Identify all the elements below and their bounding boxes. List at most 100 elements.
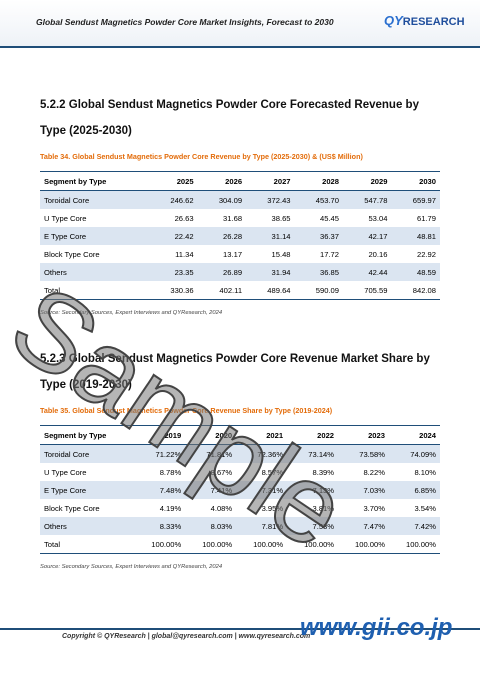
table-cell: E Type Core — [40, 481, 135, 499]
table-cell: 74.09% — [388, 444, 440, 463]
data-table: Segment by Type 2019 2020 2021 2022 2023 2024 T… — [40, 425, 440, 554]
table-cell: 31.14 — [246, 227, 295, 245]
table-row: Block Type Core 4.19% 4.08% 3.95% 3.81% 3.70%… — [40, 499, 440, 517]
table-cell: 7.41% — [185, 481, 237, 499]
table-row: E Type Core 22.42 26.28 31.14 36.37 42.17 48.8… — [40, 227, 440, 245]
table-cell: 31.94 — [246, 263, 295, 281]
table-cell: 20.16 — [368, 249, 388, 259]
column-header: 2024 — [388, 425, 440, 445]
table-cell: Toroidal Core — [40, 444, 135, 463]
table-cell: 36.85 — [294, 263, 343, 281]
table-row: Others 8.33% 8.03% 7.81% 7.53% 7.47% 7.42% — [40, 517, 440, 535]
table-cell: 31.68 — [223, 213, 243, 223]
table-cell: 453.70 — [294, 190, 343, 209]
source-note: Source: Secondary Sources, Expert Interv… — [40, 310, 223, 316]
table-cell: 330.36 — [149, 281, 198, 300]
table-cell: 71.22% — [134, 444, 186, 463]
column-header: 2028 — [294, 171, 343, 191]
table-cell: 489.64 — [246, 281, 295, 300]
table-cell: 372.43 — [246, 190, 295, 209]
table-cell: 7.53% — [287, 517, 339, 535]
table-cell: 4.08% — [210, 503, 233, 513]
table-cell: 304.09 — [197, 190, 247, 209]
table-row: Block Type Core 11.34 13.17 15.48 17.72 20.16… — [40, 245, 440, 263]
table-row: E Type Core 7.48% 7.41% 7.31% 7.13% 7.03% 6.85… — [40, 481, 440, 499]
table-cell: 8.57% — [261, 467, 284, 477]
table-cell: 11.34 — [175, 249, 194, 259]
table-cell: 7.48% — [134, 481, 186, 499]
source-note: Source: Secondary Sources, Expert Interv… — [40, 564, 223, 570]
logo: QYRESEARCH — [384, 13, 465, 28]
table-cell: 705.59 — [343, 281, 392, 300]
column-header: 2023 — [338, 425, 389, 445]
table-row: Toroidal Core 246.62 304.09 372.43 453.70 547… — [40, 190, 440, 209]
table-cell: 72.36% — [236, 444, 288, 463]
table-cell: 6.85% — [388, 481, 440, 499]
table-cell: 26.89 — [197, 263, 247, 281]
table-caption: Table 35. Global Sendust Magnetics Powde… — [40, 406, 333, 415]
table-cell: 100.00% — [134, 535, 186, 554]
section-heading: Type (2019-2030) — [40, 379, 132, 391]
table-cell: E Type Core — [40, 227, 150, 245]
table-cell: 100.00% — [236, 535, 288, 554]
table-cell: Total — [40, 535, 135, 554]
table-cell: Others — [40, 517, 135, 535]
table-cell: 8.39% — [312, 467, 335, 477]
header-row: Segment by Type 2025 2026 2027 2028 2029 2030 — [40, 171, 440, 191]
table-cell: Total — [40, 281, 150, 300]
table-cell: 659.97 — [391, 190, 440, 209]
table-cell: 7.31% — [236, 481, 288, 499]
table-cell: 7.81% — [236, 517, 288, 535]
section-heading: 5.2.2 Global Sendust Magnetics Powder Co… — [40, 99, 419, 111]
table-cell: 3.81% — [312, 503, 335, 513]
logo-research: RESEARCH — [402, 16, 465, 28]
table-cell: 100.00% — [185, 535, 237, 554]
table-cell: 17.72 — [319, 249, 339, 259]
column-header: 2022 — [287, 425, 339, 445]
table-cell: 590.09 — [294, 281, 343, 300]
table-cell: 26.63 — [174, 213, 194, 223]
table-cell: 100.00% — [338, 535, 389, 554]
column-header: 2026 — [197, 171, 247, 191]
column-header: 2019 — [134, 425, 186, 445]
table-cell: 73.14% — [287, 444, 339, 463]
table-cell: 53.04 — [368, 213, 388, 223]
table-row: Total 330.36 402.11 489.64 590.09 705.59 842.0… — [40, 281, 440, 300]
header: Global Sendust Magnetics Powder Core Mar… — [0, 0, 480, 48]
table-cell: 8.22% — [363, 467, 385, 477]
table-cell: 8.67% — [210, 467, 233, 477]
table-cell: 842.08 — [391, 281, 440, 300]
data-table: Segment by Type 2025 2026 2027 2028 2029 2030 T… — [40, 171, 440, 300]
logo-qy: QY — [384, 13, 403, 28]
column-header: 2020 — [185, 425, 237, 445]
table-row: Others 23.35 26.89 31.94 36.85 42.44 48.59 — [40, 263, 440, 281]
table-cell: 61.79 — [416, 213, 436, 223]
table-cell: 246.62 — [149, 190, 198, 209]
table-cell: 8.03% — [185, 517, 237, 535]
table-cell: 3.70% — [363, 503, 385, 513]
table-cell: U Type Core — [44, 467, 87, 477]
header-title: Global Sendust Magnetics Powder Core Mar… — [36, 17, 334, 27]
column-header: 2027 — [246, 171, 295, 191]
table-cell: 8.78% — [159, 467, 182, 477]
table-cell: 38.65 — [271, 213, 291, 223]
table-cell: 8.10% — [414, 467, 436, 477]
table-cell: 45.45 — [319, 213, 339, 223]
table-cell: 36.37 — [294, 227, 343, 245]
table-cell: 7.13% — [287, 481, 339, 499]
table-cell: 3.54% — [414, 503, 436, 513]
table-cell: Block Type Core — [44, 503, 100, 513]
table-cell: 42.17 — [343, 227, 392, 245]
table-cell: 7.47% — [338, 517, 389, 535]
table-cell: 3.95% — [261, 503, 284, 513]
table-cell: 402.11 — [197, 281, 247, 300]
table-cell: 7.42% — [388, 517, 440, 535]
table-row: Toroidal Core 71.22% 71.81% 72.36% 73.14% 73.… — [40, 444, 440, 463]
table-row: U Type Core 26.63 31.68 38.65 45.45 53.04 61.7… — [40, 209, 440, 227]
footer: Copyright © QYResearch | global@qyresear… — [0, 628, 480, 646]
table-cell: 42.44 — [343, 263, 392, 281]
column-header: 2025 — [149, 171, 198, 191]
table-row: U Type Core 8.78% 8.67% 8.57% 8.39% 8.22% 8.10… — [40, 463, 440, 481]
section-heading: Type (2025-2030) — [40, 125, 132, 137]
